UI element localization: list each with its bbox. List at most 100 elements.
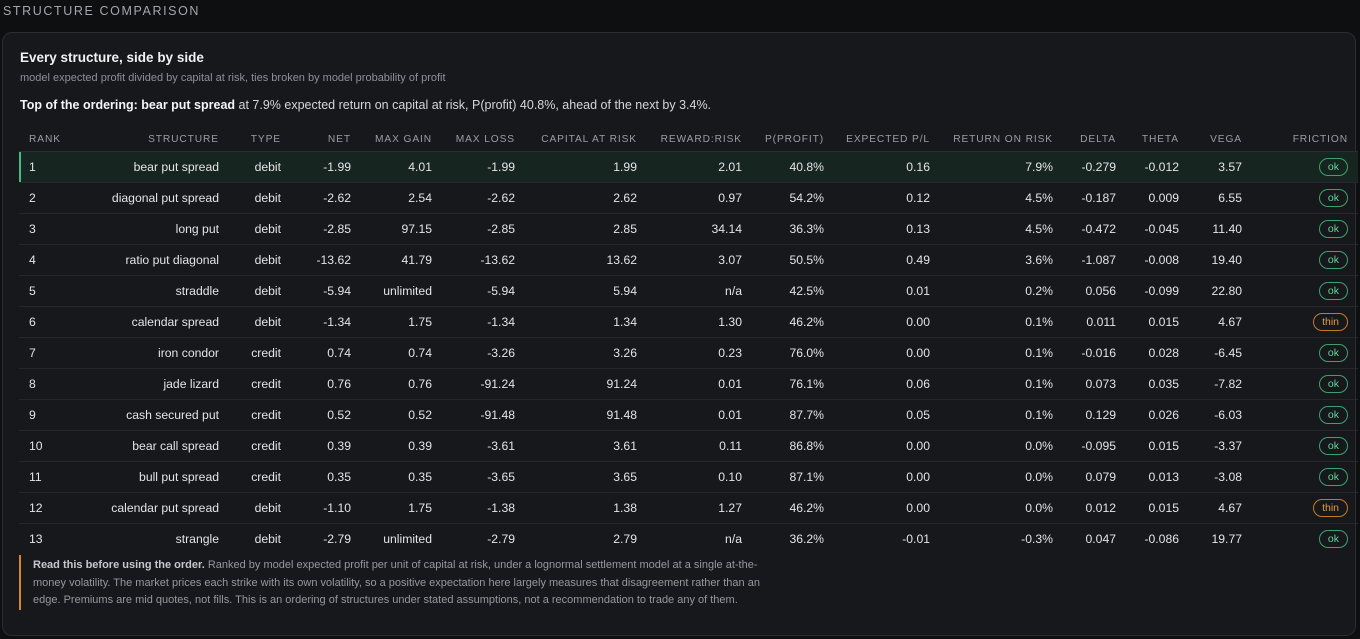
cell-net: -1.99 — [291, 151, 361, 183]
cell-capital-at-risk: 91.48 — [525, 399, 647, 431]
cell-delta: 0.012 — [1063, 492, 1126, 524]
cell-friction: ok — [1252, 337, 1358, 369]
cell-rank: 4 — [19, 244, 73, 276]
column-header-delta[interactable]: DELTA — [1063, 127, 1126, 152]
cell-structure: strangle — [175, 532, 219, 546]
cell-delta: 0.073 — [1063, 368, 1126, 400]
cell-theta: 0.009 — [1126, 182, 1189, 214]
cell-return-on-risk: 0.1% — [940, 368, 1063, 400]
column-header-p-profit[interactable]: P(PROFIT) — [752, 127, 834, 152]
column-header-type[interactable]: TYPE — [229, 127, 291, 152]
table-row[interactable]: 13 strangle debit -2.79 unlimited -2.79 2.79 n/… — [19, 524, 1358, 555]
friction-badge: ok — [1318, 530, 1348, 548]
friction-badge: ok — [1318, 468, 1348, 486]
cell-type: credit — [229, 461, 291, 493]
cell-structure: bear call spread — [73, 430, 229, 462]
cell-max-gain: unlimited — [361, 275, 442, 307]
cell-capital-at-risk: 1.34 — [525, 306, 647, 338]
friction-badge: ok — [1318, 220, 1348, 238]
cell-reward-risk: n/a — [647, 275, 752, 307]
cell-max-loss: -1.99 — [442, 151, 525, 183]
cell-p-profit: 40.8% — [752, 151, 834, 183]
friction-badge: ok — [1318, 282, 1348, 300]
cell-vega: 6.55 — [1189, 182, 1252, 214]
cell-max-loss: -91.24 — [442, 368, 525, 400]
cell-max-gain: 41.79 — [361, 244, 442, 276]
cell-structure: straddle — [73, 275, 229, 307]
cell-p-profit: 36.2% — [789, 532, 824, 546]
column-header-expected-pl[interactable]: EXPECTED P/L — [834, 127, 940, 152]
cell-structure: calendar put spread — [73, 492, 229, 524]
cell-reward-risk: 0.10 — [647, 461, 752, 493]
column-header-structure[interactable]: STRUCTURE — [73, 127, 229, 152]
friction-badge: ok — [1318, 158, 1348, 176]
table-row[interactable]: 10 bear call spread credit 0.39 0.39 -3.61 3.6… — [19, 430, 1358, 462]
table-row[interactable]: 8 jade lizard credit 0.76 0.76 -91.24 91.24 0.0… — [19, 368, 1358, 400]
table-row[interactable]: 3 long put debit -2.85 97.15 -2.85 2.85 34.14 36… — [19, 213, 1358, 245]
cell-friction: ok — [1252, 151, 1358, 183]
table-row[interactable]: 4 ratio put diagonal debit -13.62 41.79 -13.6… — [19, 244, 1358, 276]
friction-badge: ok — [1318, 344, 1348, 362]
column-header-friction[interactable]: FRICTION — [1252, 127, 1358, 152]
column-header-vega[interactable]: VEGA — [1189, 127, 1252, 152]
cell-return-on-risk: 0.1% — [940, 337, 1063, 369]
cell-capital-at-risk: 3.65 — [525, 461, 647, 493]
cell-theta: -0.008 — [1126, 244, 1189, 276]
cell-capital-at-risk: 91.24 — [525, 368, 647, 400]
table-row[interactable]: 2 diagonal put spread debit -2.62 2.54 -2.62 2… — [19, 182, 1358, 214]
cell-structure: ratio put diagonal — [73, 244, 229, 276]
cell-vega: -3.37 — [1189, 430, 1252, 462]
column-header-theta[interactable]: THETA — [1126, 127, 1189, 152]
cell-expected-pl: 0.01 — [834, 275, 940, 307]
cell-reward-risk: 2.01 — [647, 151, 752, 183]
column-header-return-on-risk[interactable]: RETURN ON RISK — [940, 127, 1063, 152]
table-row[interactable]: 5 straddle debit -5.94 unlimited -5.94 5.94 n/a… — [19, 275, 1358, 307]
friction-badge: thin — [1313, 499, 1348, 517]
cell-reward-risk: 0.11 — [647, 430, 752, 462]
cell-max-gain: 0.74 — [361, 337, 442, 369]
table-row[interactable]: 9 cash secured put credit 0.52 0.52 -91.48 91.… — [19, 399, 1358, 431]
cell-theta: 0.013 — [1126, 461, 1189, 493]
column-header-net[interactable]: NET — [291, 127, 361, 152]
column-header-capital-at-risk[interactable]: CAPITAL AT RISK — [525, 127, 647, 152]
cell-capital-at-risk: 3.26 — [525, 337, 647, 369]
cell-max-gain: unlimited — [383, 532, 432, 546]
cell-type: debit — [229, 275, 291, 307]
column-header-max-loss[interactable]: MAX LOSS — [442, 127, 525, 152]
cell-type: credit — [229, 399, 291, 431]
cell-capital-at-risk: 2.85 — [525, 213, 647, 245]
column-header-rank[interactable]: RANK — [19, 127, 73, 152]
cell-return-on-risk: 0.0% — [940, 461, 1063, 493]
cell-capital-at-risk: 1.38 — [525, 492, 647, 524]
cell-reward-risk: 34.14 — [647, 213, 752, 245]
cell-type: debit — [229, 306, 291, 338]
cell-delta: 0.129 — [1063, 399, 1126, 431]
table-row[interactable]: 1 bear put spread debit -1.99 4.01 -1.99 1.99 2… — [19, 151, 1358, 183]
cell-net: 0.52 — [291, 399, 361, 431]
table-row[interactable]: 11 bull put spread credit 0.35 0.35 -3.65 3.65… — [19, 461, 1358, 493]
panel-title: Every structure, side by side — [20, 50, 204, 65]
table-row[interactable]: 6 calendar spread debit -1.34 1.75 -1.34 1.34 1… — [19, 306, 1358, 338]
cell-expected-pl: 0.05 — [834, 399, 940, 431]
structure-comparison-panel: Every structure, side by side model expe… — [2, 32, 1358, 636]
cell-max-loss: -1.38 — [442, 492, 525, 524]
summary-line: Top of the ordering: bear put spread at … — [20, 98, 711, 112]
cell-expected-pl: 0.49 — [834, 244, 940, 276]
friction-badge: ok — [1318, 437, 1348, 455]
cell-rank: 12 — [19, 492, 73, 524]
friction-badge: ok — [1318, 251, 1348, 269]
column-header-max-gain[interactable]: MAX GAIN — [361, 127, 442, 152]
panel-subtitle: model expected profit divided by capital… — [20, 72, 446, 84]
table-row[interactable]: 12 calendar put spread debit -1.10 1.75 -1.38… — [19, 492, 1358, 524]
cell-theta: 0.015 — [1126, 430, 1189, 462]
cell-rank: 9 — [19, 399, 73, 431]
cell-max-loss: -5.94 — [442, 275, 525, 307]
cell-delta: -0.187 — [1063, 182, 1126, 214]
friction-badge: ok — [1318, 406, 1348, 424]
cell-type: debit — [229, 151, 291, 183]
column-header-reward-risk[interactable]: REWARD:RISK — [647, 127, 752, 152]
cell-vega: 19.77 — [1211, 532, 1243, 546]
cell-rank: 1 — [19, 151, 73, 183]
cell-expected-pl: 0.06 — [834, 368, 940, 400]
table-row[interactable]: 7 iron condor credit 0.74 0.74 -3.26 3.26 0.23 7… — [19, 337, 1358, 369]
